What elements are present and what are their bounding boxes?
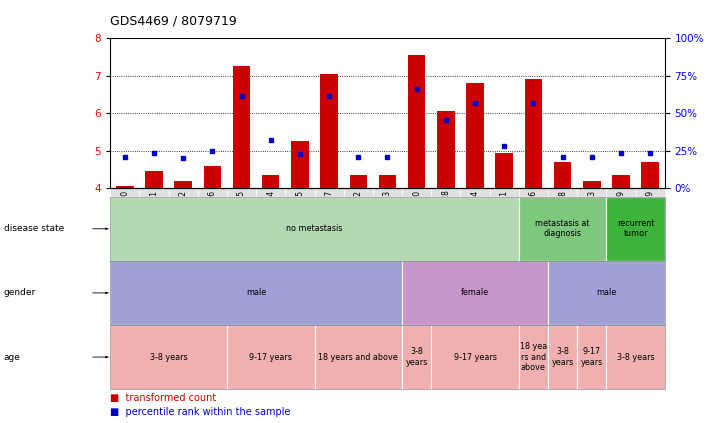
Text: gender: gender [4, 288, 36, 297]
Text: 3-8 years: 3-8 years [616, 353, 654, 362]
Text: 3-8 years: 3-8 years [150, 353, 188, 362]
Bar [116, 187, 134, 188]
Text: 9-17 years: 9-17 years [454, 353, 496, 362]
Bar [262, 175, 279, 188]
Text: 9-17
years: 9-17 years [581, 347, 603, 367]
Bar [437, 111, 454, 188]
Text: 3-8
years: 3-8 years [552, 347, 574, 367]
Bar [379, 175, 396, 188]
Bar [496, 153, 513, 188]
Bar [203, 166, 221, 188]
Text: ■  transformed count: ■ transformed count [110, 393, 216, 403]
Bar [292, 141, 309, 188]
Bar [174, 181, 192, 188]
Bar [525, 80, 542, 188]
Text: metastasis at
diagnosis: metastasis at diagnosis [535, 219, 590, 239]
Text: female: female [461, 288, 489, 297]
Bar [466, 83, 483, 188]
Text: 18 yea
rs and
above: 18 yea rs and above [520, 342, 547, 372]
Text: age: age [4, 353, 21, 362]
Bar [612, 175, 630, 188]
Bar [145, 171, 163, 188]
Bar [350, 175, 367, 188]
Text: 3-8
years: 3-8 years [405, 347, 428, 367]
Bar [321, 74, 338, 188]
Bar [554, 162, 572, 188]
Text: disease state: disease state [4, 224, 64, 233]
Bar [232, 66, 250, 188]
Text: no metastasis: no metastasis [287, 224, 343, 233]
Bar [583, 181, 601, 188]
Text: recurrent
tumor: recurrent tumor [617, 219, 654, 239]
Text: ■  percentile rank within the sample: ■ percentile rank within the sample [110, 407, 291, 417]
Text: male: male [246, 288, 267, 297]
Bar [641, 162, 659, 188]
Bar [408, 55, 425, 188]
Text: male: male [597, 288, 616, 297]
Text: 18 years and above: 18 years and above [319, 353, 398, 362]
Text: GDS4469 / 8079719: GDS4469 / 8079719 [110, 15, 237, 28]
Text: 9-17 years: 9-17 years [250, 353, 292, 362]
